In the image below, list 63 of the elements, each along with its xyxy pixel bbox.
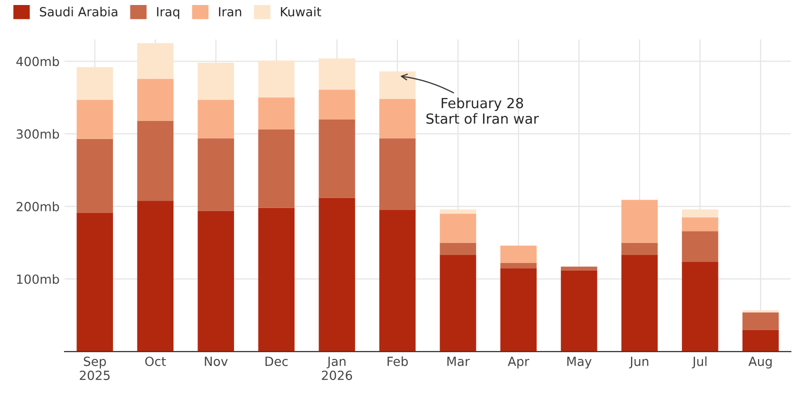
x-tick-label: Jan 2026: [322, 356, 352, 380]
x-tick-label: May: [567, 356, 592, 369]
bar: [137, 120, 174, 201]
bar: [379, 99, 416, 138]
bar: [379, 71, 416, 100]
bar: [682, 231, 718, 262]
x-tick-label: Dec: [266, 356, 288, 366]
x-tick-label: Jul: [692, 356, 706, 368]
bar: [76, 138, 113, 213]
bar: [682, 209, 718, 218]
bar: [258, 98, 295, 130]
bar: [318, 58, 356, 90]
bar: [440, 209, 476, 214]
bar: [137, 200, 174, 352]
bar: [137, 78, 174, 121]
x-tick-label: Nov: [204, 356, 228, 366]
x-tick-label: Aug: [748, 356, 772, 369]
bar: [682, 262, 718, 352]
legend-label: Saudi Arabia: [40, 6, 118, 16]
bar: [500, 268, 537, 352]
bar: [137, 43, 174, 79]
y-tick-label: 400mb: [16, 56, 60, 66]
bar: [318, 119, 356, 198]
y-tick-label: 300mb: [16, 129, 60, 139]
y-tick-label: 200mb: [16, 202, 60, 212]
legend-label: Iraq: [157, 7, 180, 19]
y-tick-label: 100mb: [17, 274, 60, 284]
bar: [440, 242, 476, 256]
bar: [258, 208, 295, 352]
bar: [76, 212, 113, 352]
x-tick-label: Apr: [508, 356, 530, 369]
bar: [318, 90, 356, 120]
bar: [76, 67, 113, 100]
bar: [379, 138, 416, 210]
bar: [76, 100, 113, 139]
x-tick-label: Feb: [388, 356, 408, 366]
x-tick-label: Oct: [145, 356, 166, 366]
legend-label: Kuwait: [280, 6, 322, 16]
bar: [621, 255, 658, 352]
bar: [198, 210, 234, 352]
x-tick-label: Mar: [447, 356, 470, 366]
bar: [379, 210, 416, 352]
bar: [621, 200, 658, 243]
bar: [198, 62, 234, 100]
bar: [621, 242, 658, 256]
annotation: February 28 Start of Iran war: [426, 98, 539, 124]
bar: [682, 217, 718, 232]
bar: [440, 255, 476, 352]
bar: [258, 129, 295, 208]
bar: [198, 138, 234, 211]
legend-label: Iran: [219, 7, 242, 16]
bar: [500, 263, 537, 268]
bar: [198, 100, 234, 138]
bar: [440, 214, 476, 243]
bar: [258, 60, 295, 98]
bar: [560, 266, 598, 270]
bar: [742, 330, 779, 352]
bar: [560, 270, 598, 352]
bar: [742, 312, 779, 330]
x-tick-label: Sep 2025: [80, 356, 110, 380]
x-tick-label: Jun: [629, 356, 648, 368]
bar: [500, 246, 537, 264]
bar: [318, 198, 356, 352]
